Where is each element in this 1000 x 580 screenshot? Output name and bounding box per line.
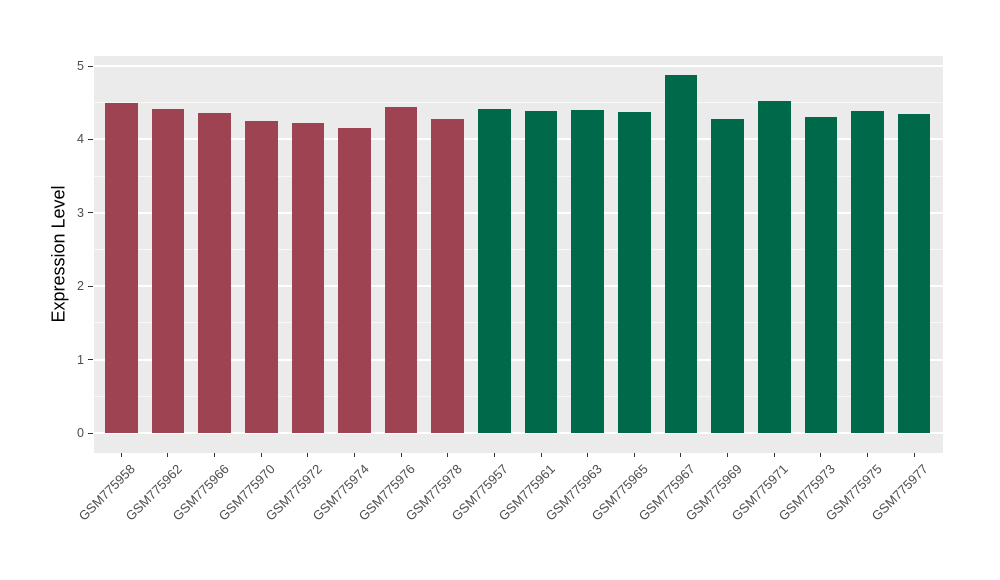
gridline-minor bbox=[94, 249, 943, 250]
y-tick-label: 1 bbox=[77, 352, 84, 367]
y-tick-label: 2 bbox=[77, 279, 84, 294]
gridline-minor bbox=[94, 322, 943, 324]
bar-GSM775972 bbox=[291, 123, 325, 433]
bar-GSM775976 bbox=[384, 107, 418, 433]
x-tick-mark bbox=[540, 453, 542, 457]
y-tick-mark bbox=[88, 138, 93, 140]
y-tick-label: 0 bbox=[77, 426, 84, 440]
x-tick-mark bbox=[727, 453, 729, 457]
y-tick-label: 4 bbox=[77, 132, 84, 147]
bar-GSM775974 bbox=[338, 128, 371, 433]
plot-panel bbox=[94, 56, 943, 453]
bar-GSM775975 bbox=[851, 110, 884, 433]
gridline-major bbox=[94, 211, 943, 214]
bar-GSM775969 bbox=[711, 118, 744, 433]
x-tick-mark bbox=[913, 453, 915, 457]
bar-GSM775966 bbox=[198, 112, 231, 433]
x-tick-mark bbox=[120, 453, 122, 457]
bar-GSM775957 bbox=[478, 109, 511, 433]
x-tick-mark bbox=[867, 453, 869, 457]
gridline-major bbox=[94, 138, 943, 141]
bar-GSM775971 bbox=[757, 101, 791, 433]
gridline-major bbox=[94, 285, 943, 288]
bar-GSM775962 bbox=[151, 108, 185, 433]
x-tick-mark bbox=[214, 453, 216, 457]
x-tick-mark bbox=[680, 453, 682, 457]
y-tick-label: 3 bbox=[77, 205, 84, 220]
gridline-minor bbox=[94, 102, 943, 104]
gridline-major bbox=[94, 432, 943, 434]
gridline-major bbox=[94, 65, 943, 67]
x-tick-mark bbox=[260, 453, 262, 457]
gridline-minor bbox=[94, 395, 943, 397]
bar-GSM775978 bbox=[431, 118, 465, 433]
x-tick-mark bbox=[167, 453, 169, 457]
x-tick-mark bbox=[493, 453, 495, 457]
x-tick-mark bbox=[400, 453, 402, 457]
x-tick-mark bbox=[633, 453, 635, 457]
bar-GSM775973 bbox=[804, 117, 838, 433]
gridline-minor bbox=[94, 175, 943, 177]
bar-GSM775967 bbox=[664, 74, 698, 433]
x-tick-mark bbox=[773, 453, 775, 457]
gridline-major bbox=[94, 358, 943, 361]
bar-GSM775965 bbox=[618, 111, 651, 433]
x-tick-mark bbox=[447, 453, 449, 457]
x-tick-mark bbox=[354, 453, 355, 457]
y-tick-label: 5 bbox=[77, 59, 84, 73]
bar-GSM775958 bbox=[105, 102, 138, 433]
bar-GSM775977 bbox=[897, 113, 931, 433]
y-tick-mark bbox=[88, 65, 93, 67]
y-tick-mark bbox=[88, 212, 93, 214]
y-tick-mark bbox=[88, 285, 93, 287]
bar-GSM775963 bbox=[571, 110, 604, 433]
bar-GSM775970 bbox=[244, 121, 278, 433]
y-tick-mark bbox=[88, 432, 93, 434]
x-tick-mark bbox=[587, 453, 589, 457]
bar-GSM775961 bbox=[524, 110, 558, 433]
y-tick-mark bbox=[88, 359, 93, 361]
x-tick-mark bbox=[820, 453, 822, 457]
x-tick-mark bbox=[307, 453, 309, 457]
